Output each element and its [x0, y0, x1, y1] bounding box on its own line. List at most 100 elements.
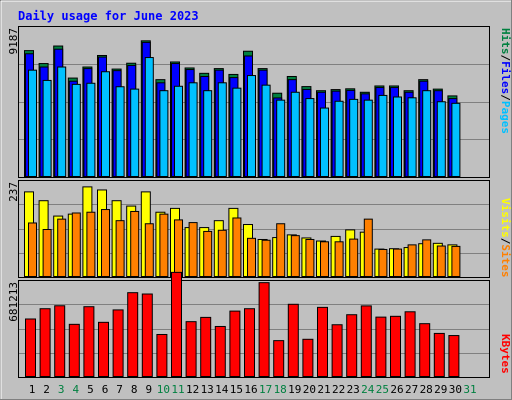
bar-sites-day-12 — [188, 222, 198, 278]
bar-pages-day-25 — [378, 94, 388, 177]
bar-sites-day-9 — [144, 223, 154, 277]
bar-kbytes-day-15 — [229, 310, 241, 377]
x-label-day-21: 21 — [317, 383, 330, 396]
bar-kbytes-day-28 — [419, 323, 431, 378]
x-label-day-18: 18 — [274, 383, 287, 396]
bar-kbytes-day-1 — [25, 318, 36, 377]
bar-sites-day-15 — [232, 217, 242, 277]
x-label-day-10: 10 — [157, 383, 170, 396]
bar-kbytes-day-9 — [141, 293, 153, 377]
legend-visits: Visits — [499, 198, 512, 238]
x-label-day-24: 24 — [361, 383, 375, 396]
x-label-day-11: 11 — [171, 383, 184, 396]
bar-sites-day-14 — [217, 229, 227, 278]
bar-sites-day-1 — [28, 222, 37, 277]
mid-panel-max-label: 237 — [7, 182, 20, 202]
x-label-day-30: 30 — [449, 383, 462, 396]
bar-pages-day-5 — [86, 82, 96, 177]
x-label-day-20: 20 — [303, 383, 316, 396]
bar-pages-day-26 — [393, 96, 402, 177]
bar-pages-day-18 — [276, 99, 286, 177]
bar-kbytes-day-27 — [404, 311, 416, 377]
x-label-day-19: 19 — [288, 383, 301, 396]
bar-pages-day-23 — [349, 98, 359, 177]
legend-kbytes-label: KBytes — [499, 334, 512, 374]
bar-sites-day-4 — [71, 212, 81, 277]
x-label-day-29: 29 — [434, 383, 447, 396]
legend-files: Files — [499, 61, 512, 94]
legend-sep-2: / — [499, 94, 512, 101]
bar-kbytes-day-17 — [258, 282, 270, 377]
x-label-day-14: 14 — [215, 383, 229, 396]
bar-kbytes-day-30 — [448, 335, 460, 377]
bar-pages-day-7 — [115, 86, 125, 177]
bar-pages-day-30 — [451, 102, 461, 177]
bar-sites-day-8 — [130, 210, 140, 277]
bar-kbytes-day-12 — [185, 321, 197, 378]
x-label-day-15: 15 — [230, 383, 243, 396]
x-label-day-22: 22 — [332, 383, 345, 396]
x-label-day-6: 6 — [102, 383, 109, 396]
legend-kbytes: KBytes — [499, 334, 512, 374]
bar-pages-day-11 — [174, 85, 183, 177]
bar-pages-day-8 — [130, 88, 140, 177]
bar-sites-day-10 — [159, 213, 169, 277]
x-label-day-26: 26 — [390, 383, 403, 396]
x-label-day-12: 12 — [186, 383, 199, 396]
bar-kbytes-day-14 — [214, 325, 226, 377]
bar-sites-day-16 — [247, 237, 256, 278]
bar-pages-day-29 — [436, 101, 446, 177]
legend-sites: Sites — [499, 244, 512, 277]
bar-sites-day-18 — [276, 223, 286, 277]
bar-kbytes-day-20 — [302, 338, 314, 377]
legend-visits-sites: Visits/Sites — [499, 198, 512, 278]
bar-pages-day-27 — [407, 97, 417, 177]
bar-sites-day-26 — [393, 248, 402, 278]
x-label-day-9: 9 — [145, 383, 152, 396]
bar-pages-day-19 — [290, 91, 300, 177]
bar-pages-day-21 — [320, 107, 329, 177]
bar-sites-day-27 — [407, 244, 417, 277]
bar-sites-day-25 — [378, 248, 388, 277]
bottom-panel-max-label: 681213 — [7, 282, 20, 322]
bar-kbytes-day-4 — [68, 323, 80, 377]
svg-text:Visits/Sites: Visits/Sites — [499, 198, 512, 278]
bar-kbytes-day-7 — [112, 309, 124, 378]
legend-pages: Pages — [499, 101, 512, 134]
bar-kbytes-day-24 — [360, 305, 372, 377]
bar-pages-day-14 — [217, 82, 227, 177]
bar-sites-day-22 — [334, 241, 344, 277]
bar-sites-day-24 — [363, 218, 373, 277]
legend-sep-1: / — [499, 55, 512, 62]
bar-sites-day-30 — [451, 245, 461, 277]
bar-pages-day-22 — [334, 100, 344, 177]
bar-sites-day-20 — [305, 238, 315, 277]
bar-sites-day-29 — [436, 245, 446, 278]
bar-kbytes-day-2 — [39, 308, 51, 378]
bar-sites-day-13 — [203, 230, 213, 278]
bar-sites-day-21 — [320, 241, 329, 277]
bar-kbytes-day-8 — [127, 292, 139, 377]
bar-sites-day-6 — [101, 209, 110, 278]
bar-pages-day-20 — [305, 98, 315, 177]
bar-pages-day-12 — [188, 82, 198, 177]
bar-kbytes-day-22 — [331, 324, 343, 377]
bar-pages-day-3 — [57, 66, 67, 177]
bar-pages-day-4 — [71, 83, 81, 177]
bar-kbytes-day-23 — [346, 314, 358, 377]
x-label-day-4: 4 — [72, 383, 79, 396]
bar-sites-day-2 — [42, 229, 52, 278]
bar-kbytes-day-3 — [54, 305, 66, 378]
x-label-day-8: 8 — [131, 383, 138, 396]
bar-pages-day-1 — [28, 69, 37, 177]
x-label-day-16: 16 — [244, 383, 257, 396]
x-label-day-2: 2 — [43, 383, 50, 396]
bar-sites-day-3 — [57, 218, 67, 277]
bar-kbytes-day-25 — [375, 316, 387, 378]
svg-text:Hits/Files/Pages: Hits/Files/Pages — [499, 28, 512, 134]
bar-pages-day-17 — [261, 84, 271, 177]
bar-sites-day-11 — [174, 219, 183, 277]
bar-sites-day-17 — [261, 239, 271, 278]
x-label-day-3: 3 — [58, 383, 65, 396]
bar-sites-day-28 — [422, 239, 432, 277]
